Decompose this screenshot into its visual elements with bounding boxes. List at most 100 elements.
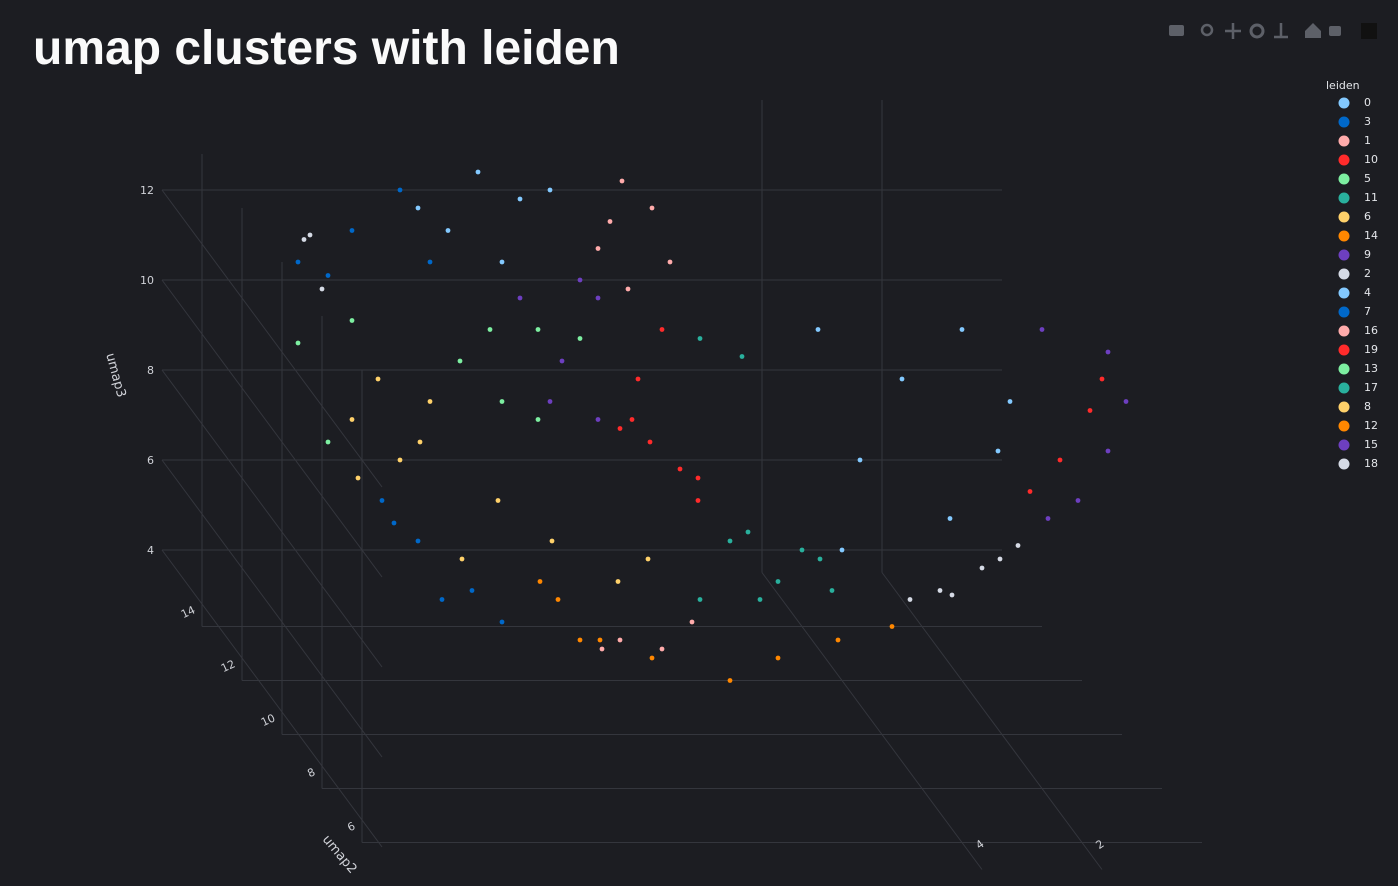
grid-line [161, 369, 383, 668]
point [547, 399, 553, 404]
legend-item[interactable]: 12 [1338, 419, 1379, 432]
z-tick-label: 8 [147, 364, 154, 377]
legend-swatch [1338, 154, 1350, 166]
point [559, 358, 565, 364]
point [595, 295, 601, 301]
point [645, 556, 651, 562]
point [697, 597, 703, 602]
legend-swatch [1338, 287, 1350, 299]
point [415, 205, 421, 211]
modebar [1169, 23, 1377, 39]
zoom-icon[interactable] [1200, 23, 1214, 37]
legend-label: 15 [1364, 438, 1378, 451]
reset-camera-icon[interactable] [1329, 26, 1341, 36]
chart-title: umap clusters with leiden [33, 22, 620, 75]
legend-item[interactable]: 17 [1338, 381, 1379, 394]
point [727, 678, 733, 683]
legend-item[interactable]: 0 [1338, 96, 1372, 109]
legend-item[interactable]: 5 [1338, 172, 1372, 185]
point [459, 556, 465, 562]
legend-item[interactable]: 13 [1338, 362, 1379, 375]
point [397, 457, 403, 463]
point [349, 228, 355, 233]
legend-label: 11 [1364, 191, 1378, 204]
point [1123, 399, 1129, 404]
point [595, 246, 601, 251]
point [325, 439, 331, 445]
point [1015, 543, 1021, 548]
point [375, 376, 381, 382]
legend-item[interactable]: 3 [1338, 115, 1372, 128]
legend-item[interactable]: 6 [1338, 210, 1372, 223]
turntable-icon[interactable] [1274, 23, 1288, 39]
point [959, 327, 965, 332]
legend-swatch [1338, 211, 1350, 223]
point [839, 547, 845, 553]
legend-swatch [1338, 344, 1350, 356]
orbit-icon[interactable] [1249, 23, 1265, 39]
point [427, 399, 433, 404]
legend-item[interactable]: 19 [1338, 343, 1379, 356]
points [295, 169, 1129, 683]
point [457, 358, 463, 364]
home-icon[interactable] [1305, 23, 1321, 38]
point [577, 277, 583, 283]
legend-item[interactable]: 2 [1338, 267, 1372, 280]
point [635, 376, 641, 382]
legend-item[interactable]: 14 [1338, 229, 1379, 242]
legend-item[interactable]: 18 [1338, 457, 1379, 470]
point [307, 232, 313, 238]
legend-label: 4 [1364, 286, 1371, 299]
point [889, 624, 895, 629]
legend-item[interactable]: 16 [1338, 324, 1379, 337]
pan-icon[interactable] [1225, 23, 1241, 39]
x-tick-label: 4 [973, 837, 986, 852]
y-axis-title: umap2 [319, 832, 360, 876]
point [1087, 408, 1093, 413]
y-tick-label: 8 [305, 765, 317, 780]
legend-item[interactable]: 10 [1338, 153, 1379, 166]
grid-line [161, 279, 383, 578]
point [649, 205, 655, 211]
point [547, 187, 553, 193]
legend: leiden 0 3 1 10 5 11 6 14 9 2 4 7 16 19 13 17 8 12 15 18 [1326, 79, 1378, 470]
point [499, 259, 505, 265]
point [899, 376, 905, 382]
grid-line [161, 189, 383, 488]
point [475, 169, 481, 175]
legend-item[interactable]: 4 [1338, 286, 1372, 299]
legend-item[interactable]: 7 [1338, 305, 1372, 318]
point [1057, 457, 1063, 463]
point [397, 187, 403, 193]
point [757, 597, 763, 602]
point [439, 597, 445, 602]
point [517, 196, 523, 202]
grid-line [161, 549, 383, 848]
plotly-logo[interactable] [1361, 23, 1377, 39]
grid-line [761, 572, 983, 870]
camera-icon[interactable] [1169, 25, 1184, 36]
point [775, 579, 781, 584]
point [1045, 516, 1051, 521]
legend-item[interactable]: 8 [1338, 400, 1372, 413]
point [1075, 498, 1081, 503]
point [629, 417, 635, 422]
point [695, 498, 701, 503]
point [775, 655, 781, 661]
point [625, 286, 631, 292]
point [997, 556, 1003, 562]
legend-label: 16 [1364, 324, 1378, 337]
legend-item[interactable]: 1 [1338, 134, 1372, 147]
legend-label: 2 [1364, 267, 1371, 280]
legend-swatch [1338, 306, 1350, 318]
point [445, 228, 451, 233]
point [469, 588, 475, 593]
legend-item[interactable]: 11 [1338, 191, 1379, 204]
legend-item[interactable]: 9 [1338, 248, 1372, 261]
point [391, 520, 397, 526]
point [1039, 327, 1045, 332]
point [835, 637, 841, 643]
legend-item[interactable]: 15 [1338, 438, 1379, 451]
y-tick-label: 12 [219, 657, 237, 675]
legend-label: 17 [1364, 381, 1378, 394]
